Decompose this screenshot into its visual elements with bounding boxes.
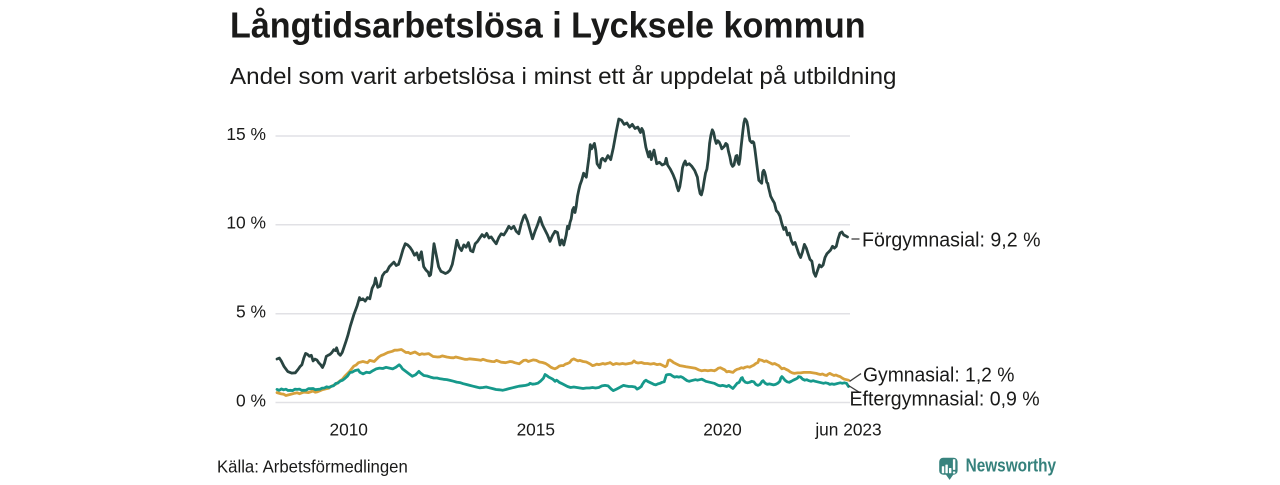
svg-text:2020: 2020	[703, 420, 741, 440]
svg-text:Newsworthy: Newsworthy	[966, 456, 1057, 476]
svg-text:jun 2023: jun 2023	[814, 420, 881, 440]
svg-text:Förgymnasial: 9,2 %: Förgymnasial: 9,2 %	[862, 229, 1041, 252]
svg-text:Andel som varit arbetslösa i m: Andel som varit arbetslösa i minst ett å…	[230, 63, 897, 89]
svg-text:Källa: Arbetsförmedlingen: Källa: Arbetsförmedlingen	[217, 457, 408, 477]
svg-text:2010: 2010	[329, 420, 367, 440]
svg-text:15 %: 15 %	[226, 124, 266, 144]
svg-text:Eftergymnasial: 0,9 %: Eftergymnasial: 0,9 %	[850, 388, 1040, 411]
svg-text:2015: 2015	[517, 420, 555, 440]
svg-text:0 %: 0 %	[236, 390, 266, 410]
svg-text:Långtidsarbetslösa i Lycksele: Långtidsarbetslösa i Lycksele kommun	[230, 4, 866, 45]
svg-text:10 %: 10 %	[226, 213, 266, 233]
svg-text:Gymnasial: 1,2 %: Gymnasial: 1,2 %	[863, 363, 1015, 386]
svg-text:5 %: 5 %	[236, 302, 266, 322]
